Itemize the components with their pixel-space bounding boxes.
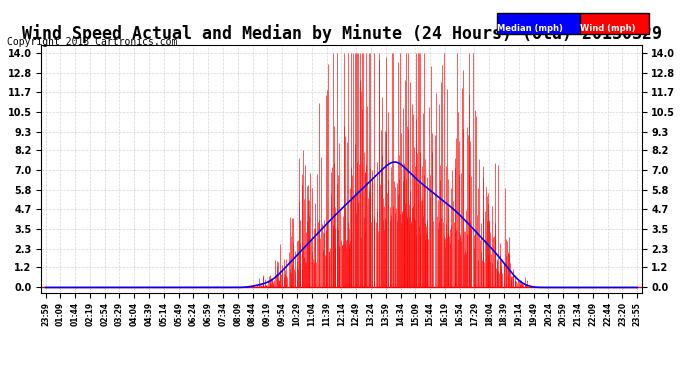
Text: Wind (mph): Wind (mph)	[580, 24, 635, 33]
Title: Wind Speed Actual and Median by Minute (24 Hours) (Old) 20130329: Wind Speed Actual and Median by Minute (…	[21, 24, 662, 44]
Text: Median (mph): Median (mph)	[497, 24, 563, 33]
Text: Copyright 2013 Cartronics.com: Copyright 2013 Cartronics.com	[7, 37, 177, 47]
